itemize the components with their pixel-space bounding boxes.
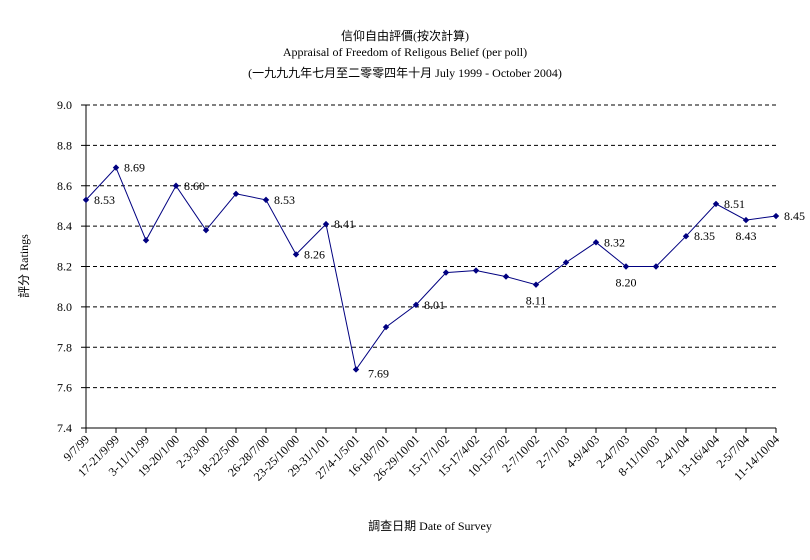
y-tick-label: 9.0 <box>57 98 72 112</box>
y-tick-label: 8.2 <box>57 260 72 274</box>
data-label: 8.45 <box>784 209 805 223</box>
data-label: 8.53 <box>94 193 115 207</box>
data-label: 8.32 <box>604 235 625 249</box>
data-label: 8.41 <box>334 217 355 231</box>
data-point <box>712 200 720 208</box>
y-tick-label: 8.4 <box>57 219 72 233</box>
data-label: 7.69 <box>368 366 389 380</box>
x-axis-title: 調查日期 Date of Survey <box>368 519 492 533</box>
data-label: 8.43 <box>736 229 757 243</box>
data-label: 8.11 <box>526 294 547 308</box>
data-label: 8.69 <box>124 161 145 175</box>
data-point <box>562 259 570 266</box>
y-tick-labels: 9.0 8.8 8.6 8.4 8.2 8.0 7.8 7.6 7.4 <box>57 98 72 435</box>
data-point <box>772 212 780 220</box>
data-point <box>322 220 330 228</box>
data-point <box>352 366 360 373</box>
y-tick-label: 8.0 <box>57 300 72 314</box>
data-point <box>202 226 210 234</box>
data-point <box>292 251 300 258</box>
data-point <box>532 281 540 288</box>
data-label: 8.60 <box>184 179 205 193</box>
data-point <box>232 190 240 198</box>
y-tick-label: 7.8 <box>57 340 72 354</box>
data-point <box>262 196 270 204</box>
data-label: 8.26 <box>304 247 325 261</box>
y-tick-label: 7.6 <box>57 381 72 395</box>
y-tick-label: 8.8 <box>57 138 72 152</box>
data-point <box>412 301 420 309</box>
data-point <box>142 237 150 244</box>
axes <box>85 105 776 429</box>
data-label: 8.53 <box>274 193 295 207</box>
data-point <box>382 323 390 331</box>
chart-title: 信仰自由評價(按次計算) <box>341 29 469 43</box>
data-point <box>682 233 690 240</box>
data-point <box>472 267 480 274</box>
data-series <box>82 164 780 373</box>
data-point <box>742 216 750 224</box>
data-point <box>502 273 510 280</box>
series-line <box>85 166 777 371</box>
chart-period: (一九九九年七月至二零零四年十月 July 1999 - October 200… <box>248 66 562 80</box>
data-point <box>172 182 180 189</box>
data-label: 8.20 <box>616 276 637 290</box>
data-label: 8.35 <box>694 229 715 243</box>
x-tick-labels: 9/7/9917-21/9/993-11/11/9919-20/1/002-3/… <box>61 428 782 484</box>
data-point <box>442 269 450 276</box>
y-tick-label: 8.6 <box>57 179 72 193</box>
y-tick-label: 7.4 <box>57 421 72 435</box>
chart-subtitle: Appraisal of Freedom of Religous Belief … <box>282 45 528 59</box>
data-label: 8.51 <box>724 197 745 211</box>
data-labels: 8.53 8.69 8.60 8.53 8.26 8.41 7.69 8.01 8.11 8.32… <box>94 161 805 381</box>
data-label: 8.01 <box>424 298 445 312</box>
y-axis-title: 評分 Ratings <box>16 234 31 298</box>
data-point <box>112 164 120 171</box>
gridlines <box>81 104 776 429</box>
data-point <box>82 196 90 204</box>
data-point <box>652 263 660 270</box>
data-point <box>592 239 600 246</box>
data-point <box>622 263 630 270</box>
